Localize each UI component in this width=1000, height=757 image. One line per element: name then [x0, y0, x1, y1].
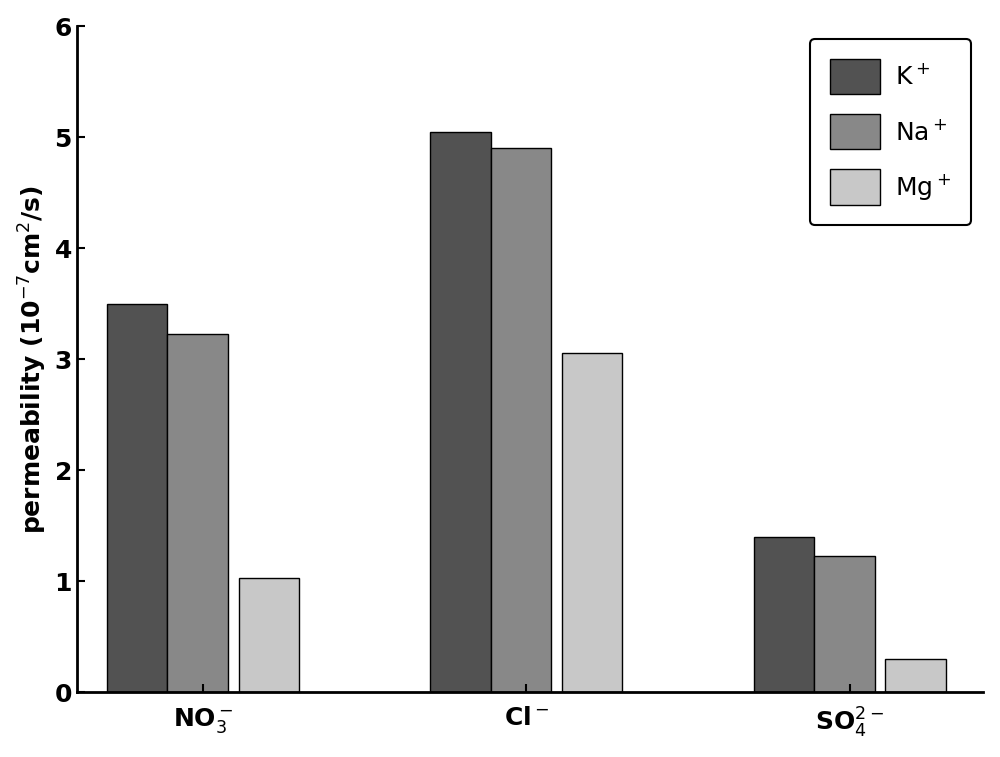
Bar	[107, 304, 167, 692]
Legend: K$^+$, Na$^+$, Mg$^+$: K$^+$, Na$^+$, Mg$^+$	[810, 39, 971, 225]
Bar	[491, 148, 551, 692]
Bar	[167, 334, 228, 692]
Bar	[754, 537, 814, 692]
Bar	[885, 659, 946, 692]
Y-axis label: permeability (10$^{-7}$cm$^2$/s): permeability (10$^{-7}$cm$^2$/s)	[17, 185, 49, 534]
Bar	[814, 556, 875, 692]
Bar	[430, 132, 491, 692]
Bar	[562, 353, 622, 692]
Bar	[239, 578, 299, 692]
